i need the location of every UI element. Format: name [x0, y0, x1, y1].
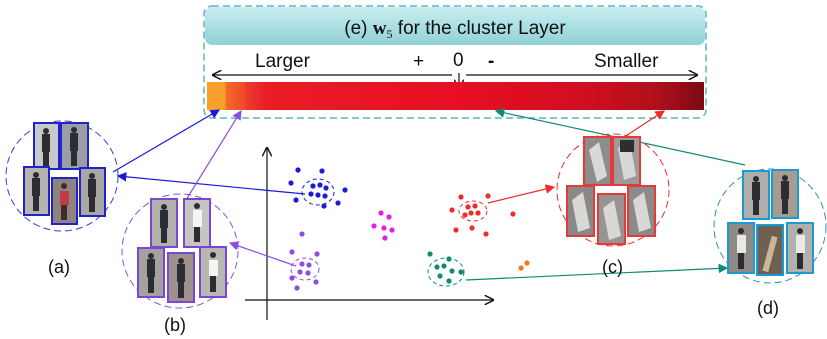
label-c: (c): [602, 257, 623, 277]
weight-panel: (e) w5 for the cluster Layer Larger + 0 …: [204, 6, 706, 118]
cluster-purple-points: [289, 231, 319, 290]
teal-cluster-to-d-arrow: [466, 268, 727, 280]
label-b: (b): [164, 315, 186, 335]
group-b-thumbnails: [138, 199, 226, 302]
smaller-label: Smaller: [594, 51, 659, 72]
plus-label: +: [413, 51, 424, 72]
weight-color-bar: [207, 82, 704, 110]
label-d: (d): [757, 298, 779, 318]
minus-label: -: [488, 51, 494, 72]
cluster-blue: [288, 167, 347, 208]
larger-label: Larger: [255, 51, 311, 72]
label-a: (a): [48, 257, 70, 277]
purple-cluster-to-b-arrow: [230, 243, 296, 266]
cluster-red: [449, 193, 515, 236]
cluster-purple-ring: [291, 258, 319, 280]
cluster-teal-points: [427, 251, 463, 283]
weight-panel-title: (e) w5 for the cluster Layer: [344, 18, 566, 41]
cluster-blue-ring: [302, 179, 334, 205]
image-group-c: [557, 134, 669, 246]
cluster-red-ring: [459, 201, 487, 221]
cluster-red-points: [449, 193, 515, 236]
image-group-d: [714, 169, 826, 283]
cluster-magenta-points: [371, 210, 394, 240]
blue-cluster-to-a-arrow: [118, 176, 305, 194]
image-group-a: [6, 121, 118, 231]
cluster-teal: [427, 251, 464, 286]
cluster-purple: [289, 231, 319, 290]
group-a-thumbnails: [24, 123, 105, 224]
group-c-thumbnails: [567, 137, 655, 244]
a-to-bar-arrow: [113, 110, 219, 172]
zero-label: 0: [453, 50, 464, 71]
scatter-axes: [245, 148, 493, 320]
cluster-blue-points: [288, 167, 347, 208]
image-group-b: [122, 194, 238, 308]
red-cluster-to-c-arrow: [488, 187, 554, 203]
group-d-thumbnails: [728, 170, 813, 275]
cluster-orange-points: [518, 260, 529, 270]
